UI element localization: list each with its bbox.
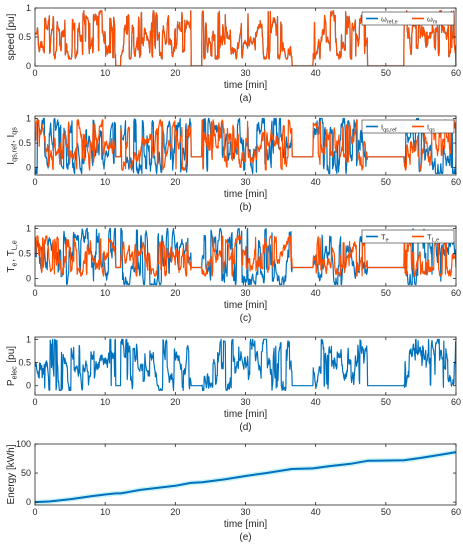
panel-label: (d)	[239, 422, 251, 433]
y-tick-label: 1	[26, 224, 31, 234]
legend-entry: Iqs,ref	[381, 123, 397, 134]
y-tick-label: 100	[16, 439, 31, 449]
panel-label: (a)	[239, 93, 251, 104]
y-tick-label: 0.5	[18, 358, 31, 368]
x-tick-label: 40	[311, 397, 321, 407]
x-tick-label: 20	[170, 397, 180, 407]
x-tick-label: 20	[170, 68, 180, 78]
panel-label: (c)	[240, 313, 252, 324]
x-tick-label: 10	[100, 397, 110, 407]
x-axis-label: time [min]	[224, 80, 268, 91]
panel-c: 0 10 20 30 40 50 60 0 0.5 1 time [min] (c) Te , TL,e…	[6, 224, 461, 325]
x-tick-label: 40	[311, 288, 321, 298]
legend-entry: Iqs	[427, 123, 435, 134]
y-tick-label: 1	[26, 3, 31, 13]
x-tick-label: 20	[170, 507, 180, 517]
legend-entry: ωm	[427, 15, 438, 26]
y-axis-label: Pelec [pu]	[6, 346, 19, 386]
x-tick-label: 60	[451, 68, 461, 78]
series-line-0	[35, 451, 456, 504]
x-tick-label: 0	[32, 68, 37, 78]
x-axis-label: time [min]	[224, 300, 268, 311]
y-tick-label: 0.5	[18, 138, 31, 148]
x-tick-label: 30	[240, 177, 250, 187]
legend: ωref,e ωm	[361, 11, 455, 26]
x-tick-label: 10	[100, 68, 110, 78]
x-tick-label: 30	[240, 288, 250, 298]
legend-entry: ωref,e	[381, 15, 398, 26]
x-tick-label: 30	[240, 507, 250, 517]
x-tick-label: 50	[381, 397, 391, 407]
y-tick-label: 1	[26, 113, 31, 123]
x-tick-label: 10	[100, 288, 110, 298]
panel-e: 0 10 20 30 40 50 60 0 50 100 time [min] (e) Energy […	[6, 439, 461, 543]
x-tick-label: 30	[240, 397, 250, 407]
panel-a: 0 10 20 30 40 50 60 0 0.5 1 time [min] (a) speed [pu…	[6, 3, 461, 104]
x-tick-label: 30	[240, 68, 250, 78]
x-tick-label: 50	[381, 177, 391, 187]
x-axis-label: time [min]	[224, 519, 268, 530]
x-axis-label: time [min]	[224, 409, 268, 420]
y-tick-label: 0.5	[18, 32, 31, 42]
legend: Te TL,e	[361, 229, 455, 244]
y-tick-label: 0	[26, 274, 31, 284]
x-tick-label: 40	[311, 507, 321, 517]
x-tick-label: 10	[100, 507, 110, 517]
series-line-iqs	[35, 119, 456, 171]
series-line-0	[35, 338, 456, 391]
x-tick-label: 0	[32, 288, 37, 298]
x-tick-label: 10	[100, 177, 110, 187]
panel-label: (b)	[239, 202, 251, 213]
x-tick-label: 60	[451, 288, 461, 298]
series-line-tle	[35, 235, 456, 277]
x-tick-label: 50	[381, 68, 391, 78]
x-tick-label: 0	[32, 397, 37, 407]
x-tick-label: 40	[311, 68, 321, 78]
x-tick-label: 0	[32, 177, 37, 187]
y-axis-label: Energy [kWh]	[6, 444, 17, 504]
panel-label: (e)	[239, 532, 251, 543]
x-tick-label: 60	[451, 177, 461, 187]
y-tick-label: 0.5	[18, 249, 31, 259]
y-axis-label: speed [pu]	[6, 13, 17, 60]
x-tick-label: 60	[451, 397, 461, 407]
y-tick-label: 1	[26, 334, 31, 344]
series-line-m	[35, 10, 456, 66]
y-axis-label: Iqs,ref , Iqs	[6, 126, 19, 164]
panel-d: 0 10 20 30 40 50 60 0 0.5 1 time [min] (d) Pelec [pu…	[6, 334, 461, 433]
x-tick-label: 50	[381, 507, 391, 517]
y-tick-label: 0	[26, 163, 31, 173]
x-tick-label: 60	[451, 507, 461, 517]
panel-b: 0 10 20 30 40 50 60 0 0.5 1 time [min] (b) Iqs,ref ,…	[6, 113, 461, 213]
x-tick-label: 20	[170, 288, 180, 298]
y-tick-label: 0	[26, 381, 31, 391]
x-tick-label: 40	[311, 177, 321, 187]
legend-entry: Te	[381, 233, 389, 244]
x-tick-label: 20	[170, 177, 180, 187]
x-tick-label: 0	[32, 507, 37, 517]
y-tick-label: 0	[26, 61, 31, 71]
y-tick-label: 50	[21, 468, 31, 478]
y-tick-label: 0	[26, 497, 31, 507]
x-tick-label: 50	[381, 288, 391, 298]
x-axis-label: time [min]	[224, 189, 268, 200]
y-axis-label: Te , TL,e	[6, 239, 19, 272]
legend-entry: TL,e	[427, 233, 440, 244]
legend: Iqs,ref Iqs	[361, 119, 455, 134]
